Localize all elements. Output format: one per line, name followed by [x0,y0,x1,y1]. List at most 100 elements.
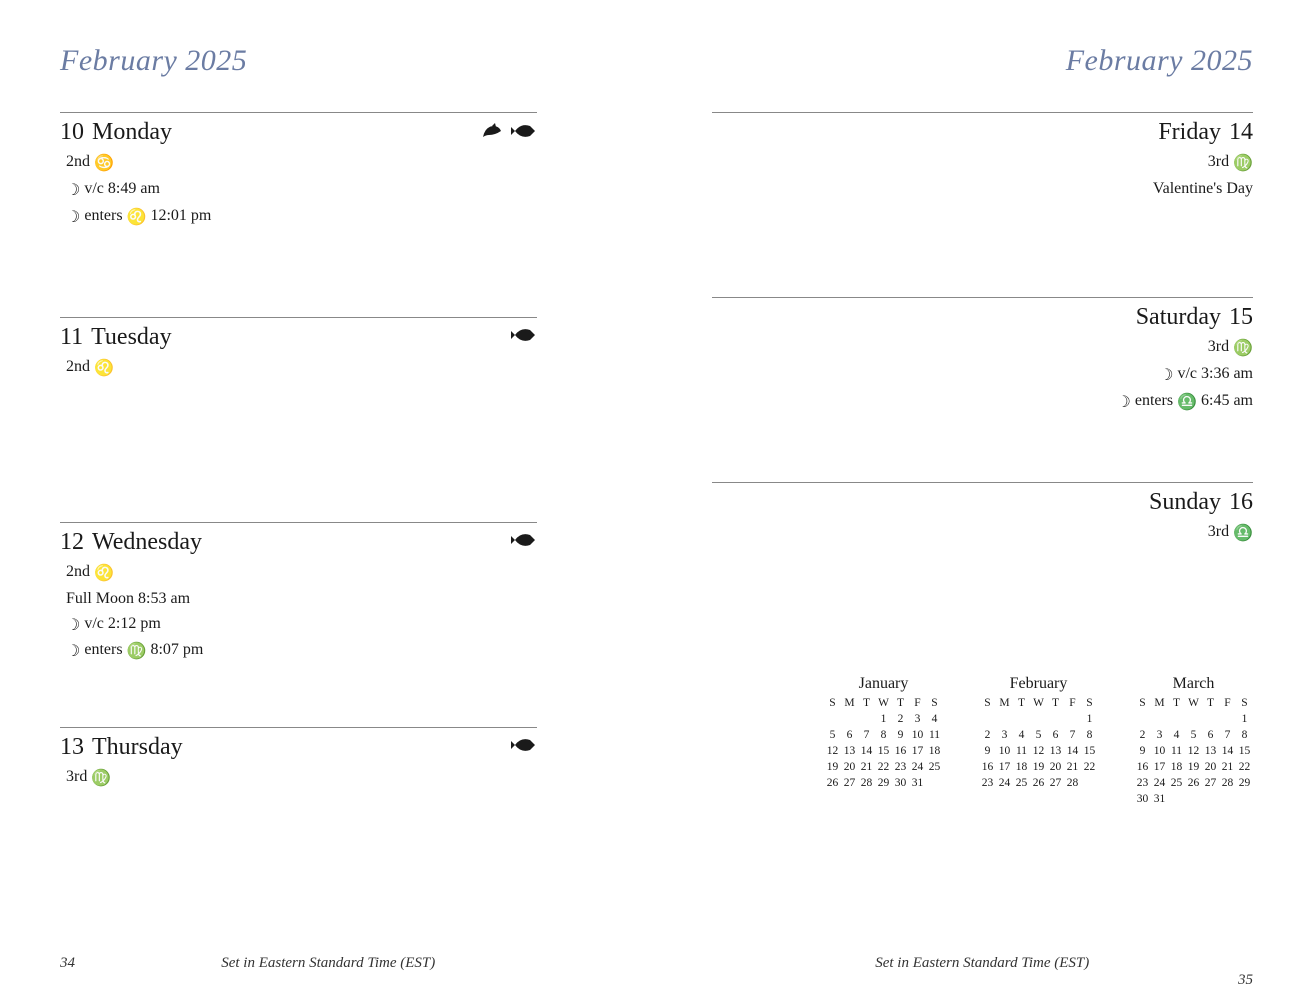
mini-day: 7 [1219,727,1236,743]
detail-line: Full Moon 8:53 am [66,587,537,612]
mini-day: 2 [979,727,996,743]
footer-left: 34 Set in Eastern Standard Time (EST) [60,955,597,972]
detail-line: Valentine's Day [712,177,1254,202]
footer-right: Set in Eastern Standard Time (EST) 35 [712,955,1254,972]
dow-label: S [979,695,996,711]
mini-day: 2 [1134,727,1151,743]
dow-label: W [875,695,892,711]
mini-day: 28 [1219,775,1236,791]
mini-day: 31 [1151,791,1168,807]
dow-label: T [858,695,875,711]
day-name: Tuesday [91,324,171,351]
mini-day: 6 [1047,727,1064,743]
mini-day: 21 [858,759,875,775]
dow-label: T [1047,695,1064,711]
mini-day: 12 [1185,743,1202,759]
mini-day: 27 [841,775,858,791]
mini-day: 17 [909,743,926,759]
mini-day: 16 [892,743,909,759]
dow-label: F [1064,695,1081,711]
mini-day: 18 [1013,759,1030,775]
mini-day: 1 [1236,711,1253,727]
day-title: 12 Wednesday [60,529,537,556]
day-block: 11 Tuesday2nd ♌ [60,317,537,512]
dow-label: T [1202,695,1219,711]
fish-icon [511,533,537,547]
mini-day: 22 [1236,759,1253,775]
mini-day: 25 [926,759,943,775]
mini-day: 5 [824,727,841,743]
mini-day: 30 [892,775,909,791]
day-icons [511,738,537,752]
detail-line: 3rd ♎ [712,520,1254,547]
dow-label: S [824,695,841,711]
cancer-icon: ♋ [94,152,114,177]
mini-day: 23 [979,775,996,791]
timezone-note: Set in Eastern Standard Time (EST) [712,955,1254,972]
day-icons [511,533,537,547]
mini-day: 6 [841,727,858,743]
mini-day: 31 [909,775,926,791]
libra-icon: ♎ [1233,522,1253,547]
mini-day: 16 [979,759,996,775]
detail-line: 3rd ♍ [712,150,1254,177]
day-block: 10 Monday2nd ♋☽ v/c 8:49 am☽ enters ♌ 12… [60,112,537,307]
dow-label: W [1030,695,1047,711]
mini-day: 26 [1030,775,1047,791]
mini-calendar: MarchSMTWTFS1234567891011121314151617181… [1134,675,1253,807]
mini-day: 11 [1168,743,1185,759]
mini-day: 21 [1064,759,1081,775]
detail-line: ☽ v/c 3:36 am [712,362,1254,389]
mini-day: 29 [875,775,892,791]
dow-label: T [1013,695,1030,711]
right-page: February 2025 Friday 143rd ♍Valentine's … [657,0,1313,1000]
day-number: 15 [1229,304,1253,331]
mini-calendar-title: January [824,675,943,693]
detail-line: 3rd ♍ [66,765,537,792]
detail-line: ☽ enters ♌ 12:01 pm [66,204,537,231]
day-block: 13 Thursday3rd ♍ [60,727,537,922]
mini-calendar-title: March [1134,675,1253,693]
dow-label: T [1168,695,1185,711]
leo-icon: ♌ [127,206,147,231]
mini-calendar: JanuarySMTWTFS12345678910111213141516171… [824,675,943,807]
libra-icon: ♎ [1177,391,1197,416]
detail-line: ☽ v/c 8:49 am [66,177,537,204]
mini-day: 19 [824,759,841,775]
day-name: Thursday [92,734,183,761]
day-icons [511,328,537,342]
day-name: Saturday [1136,304,1221,331]
mini-day: 26 [824,775,841,791]
day-name: Wednesday [92,529,202,556]
mini-day: 24 [909,759,926,775]
leaf-icon [481,123,503,139]
mini-day: 2 [892,711,909,727]
detail-line: ☽ enters ♍ 8:07 pm [66,638,537,665]
mini-day: 4 [926,711,943,727]
mini-calendar: FebruarySMTWTFS1234567891011121314151617… [979,675,1098,807]
mini-day: 23 [1134,775,1151,791]
virgo-icon: ♍ [127,640,147,665]
mini-day: 18 [926,743,943,759]
mini-day: 7 [858,727,875,743]
page-number-left: 34 [60,955,75,972]
mini-day: 4 [1013,727,1030,743]
day-details: 3rd ♍☽ v/c 3:36 am☽ enters ♎ 6:45 am [712,335,1254,415]
mini-day: 7 [1064,727,1081,743]
day-number: 14 [1229,119,1253,146]
day-block: Friday 14 3rd ♍Valentine's Day [712,112,1254,287]
mini-day: 1 [875,711,892,727]
day-number: 16 [1229,489,1253,516]
mini-day: 19 [1185,759,1202,775]
day-title: Saturday 15 [712,304,1254,331]
detail-line: 2nd ♌ [66,560,537,587]
virgo-icon: ♍ [91,767,111,792]
mini-day: 26 [1185,775,1202,791]
fish-icon [511,328,537,342]
dow-label: S [1134,695,1151,711]
day-name: Friday [1158,119,1221,146]
mini-day: 15 [875,743,892,759]
day-number: 11 [60,324,83,351]
day-block: Saturday 15 3rd ♍☽ v/c 3:36 am☽ enters ♎ … [712,297,1254,472]
mini-day: 20 [841,759,858,775]
